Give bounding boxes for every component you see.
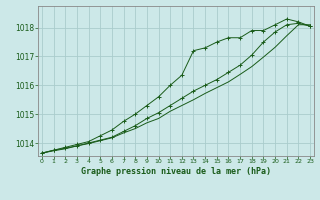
X-axis label: Graphe pression niveau de la mer (hPa): Graphe pression niveau de la mer (hPa) xyxy=(81,167,271,176)
